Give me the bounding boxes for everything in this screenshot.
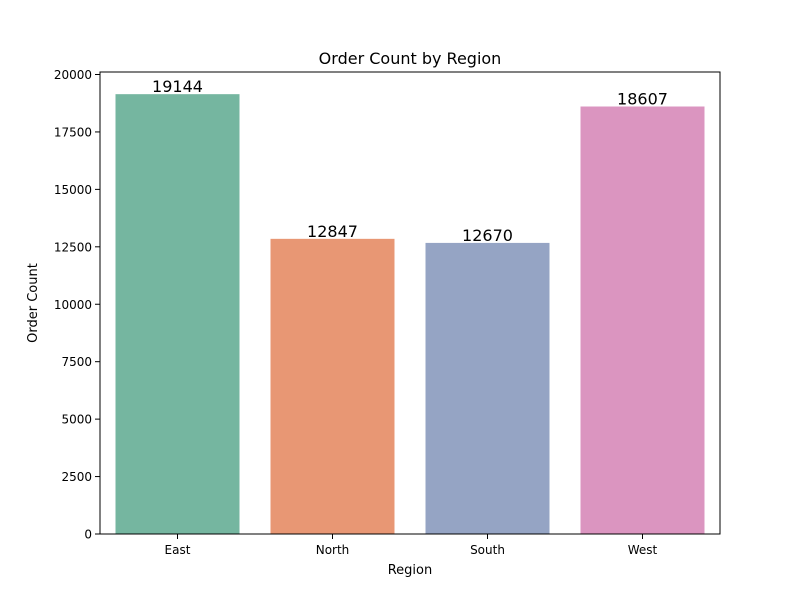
bars-group [115,94,705,535]
y-tick-label: 0 [84,528,92,542]
plot-frame [99,71,721,535]
data-label-south: 12670 [462,226,513,245]
y-tick-label: 15000 [54,183,92,197]
bar-north [270,238,395,534]
data-label-east: 19144 [152,77,203,96]
bar-west [580,106,705,534]
x-tick-label-south: South [470,543,505,557]
bar-south [425,242,550,535]
data-label-west: 18607 [617,90,668,109]
y-tick-label: 17500 [54,125,92,139]
y-tick-label: 12500 [54,240,92,254]
y-tick-label: 10000 [54,298,92,312]
x-axis-label: Region [388,563,433,578]
x-tick-label-north: North [316,543,350,557]
y-tick-label: 5000 [61,413,92,427]
y-axis-label: Order Count [26,263,41,343]
data-labels-group: 19144 12847 12670 18607 [152,77,668,245]
x-tick-label-east: East [165,543,191,557]
x-tick-label-west: West [628,543,658,557]
bar-east [115,94,240,535]
y-tick-label: 7500 [61,355,92,369]
x-axis: East North South West [165,534,658,557]
y-tick-label: 20000 [54,68,92,82]
data-label-north: 12847 [307,222,358,241]
chart-title: Order Count by Region [319,49,502,68]
y-tick-label: 2500 [61,470,92,484]
y-axis: 0 2500 5000 7500 10000 12500 15000 17500 20000 [54,68,100,542]
